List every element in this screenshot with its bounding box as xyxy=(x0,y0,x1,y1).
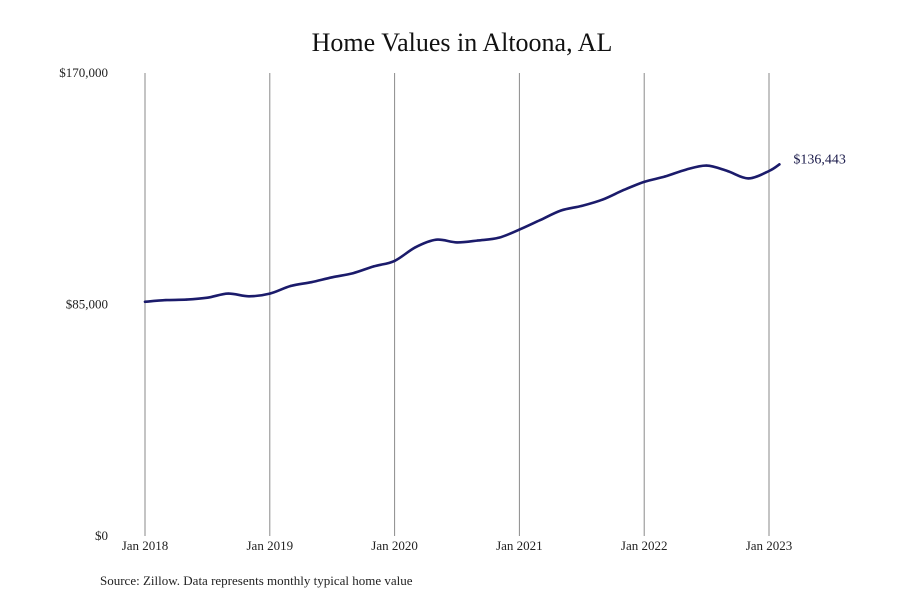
data-point xyxy=(767,169,771,173)
data-point xyxy=(705,164,708,167)
data-point xyxy=(539,218,542,222)
x-axis-ticks: Jan 2018 Jan 2019 Jan 2020 Jan 2021 Jan 2022… xyxy=(122,538,793,553)
data-point xyxy=(289,284,292,288)
chart-title: Home Values in Altoona, AL xyxy=(312,28,613,57)
data-point xyxy=(310,280,313,284)
x-tick-label: Jan 2023 xyxy=(746,538,793,553)
series-line xyxy=(143,163,781,304)
x-tick-label: Jan 2019 xyxy=(247,538,294,553)
data-point xyxy=(143,300,147,303)
y-axis-ticks: $0 $85,000 $170,000 xyxy=(59,65,108,543)
x-tick-label: Jan 2021 xyxy=(496,538,543,553)
data-point xyxy=(206,296,209,299)
data-point xyxy=(414,246,417,249)
data-point xyxy=(778,163,781,166)
data-point xyxy=(372,265,375,268)
data-point xyxy=(601,198,604,201)
data-point xyxy=(747,177,750,180)
data-point xyxy=(247,295,251,298)
x-tick-label: Jan 2018 xyxy=(122,538,169,553)
data-point xyxy=(164,298,167,302)
data-point xyxy=(684,168,687,171)
y-tick-label: $85,000 xyxy=(66,297,108,312)
y-tick-label: $0 xyxy=(95,528,108,543)
data-point xyxy=(455,241,459,244)
data-point xyxy=(435,238,438,241)
data-point xyxy=(331,276,334,279)
data-point xyxy=(643,180,646,184)
grid xyxy=(144,73,770,536)
data-point xyxy=(497,236,500,239)
data-point xyxy=(227,292,230,295)
data-point xyxy=(559,209,563,212)
data-point xyxy=(663,175,667,178)
data-point xyxy=(518,228,521,231)
y-tick-label: $170,000 xyxy=(59,65,108,80)
data-point xyxy=(622,188,625,192)
data-point xyxy=(185,298,188,301)
data-point xyxy=(393,259,396,263)
data-point xyxy=(726,169,729,173)
data-point xyxy=(351,271,355,275)
x-tick-label: Jan 2022 xyxy=(621,538,668,553)
series xyxy=(143,163,781,304)
end-value-label: $136,443 xyxy=(793,152,846,167)
data-point xyxy=(268,292,271,295)
data-point xyxy=(476,239,479,242)
x-tick-label: Jan 2020 xyxy=(371,538,418,553)
source-note: Source: Zillow. Data represents monthly … xyxy=(100,573,413,588)
data-point xyxy=(580,204,583,208)
